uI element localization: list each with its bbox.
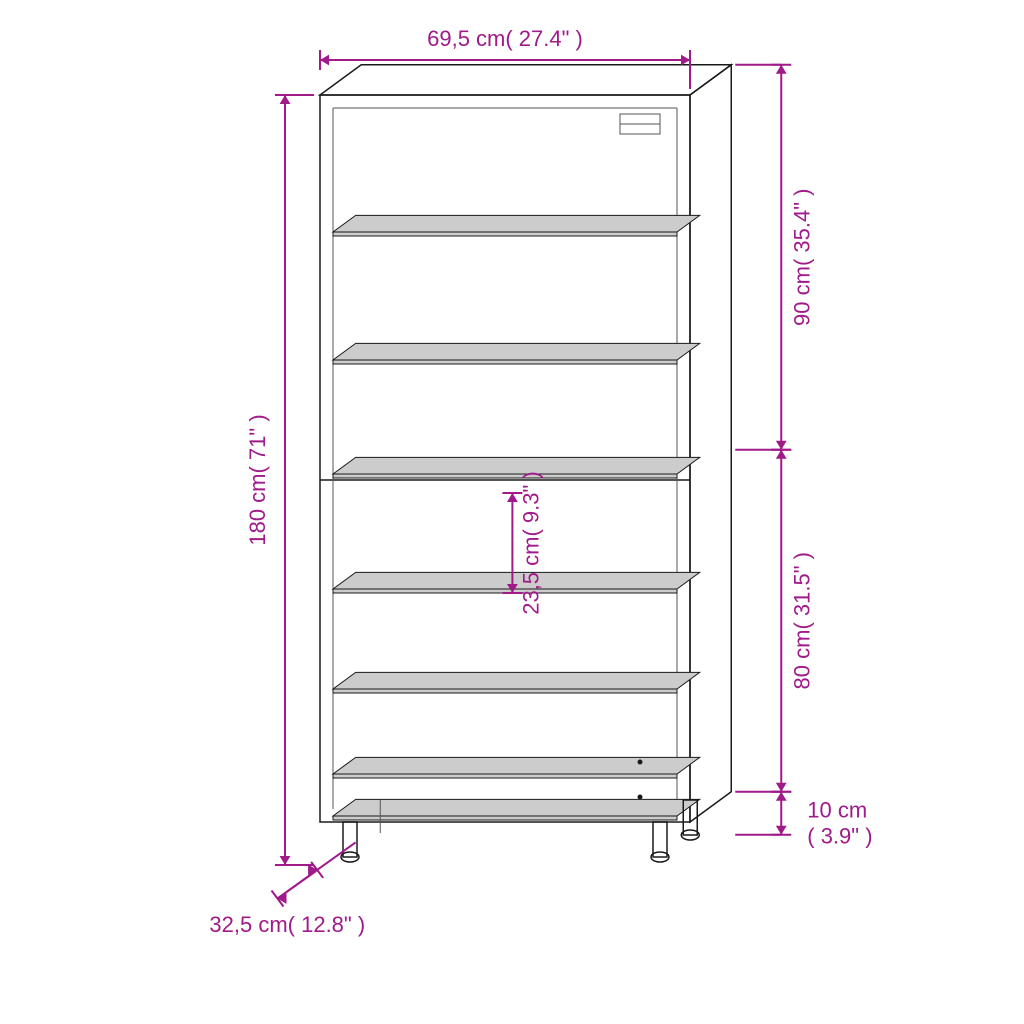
- dim-height-label: 180 cm( 71" ): [245, 414, 270, 545]
- dim-legs-label-cm: 10 cm: [807, 797, 867, 822]
- dim-legs-label-in: ( 3.9" ): [807, 823, 872, 848]
- dim-shelf-label: 23,5 cm( 9.3" ): [518, 471, 543, 615]
- dim-lower-label: 80 cm( 31.5" ): [789, 552, 814, 689]
- dim-upper-label: 90 cm( 35.4" ): [789, 189, 814, 326]
- dim-width-label: 69,5 cm( 27.4" ): [427, 26, 583, 51]
- dim-depth-label-cm: 32,5 cm( 12.8" ): [209, 912, 365, 937]
- bookcase-drawing: [320, 65, 731, 862]
